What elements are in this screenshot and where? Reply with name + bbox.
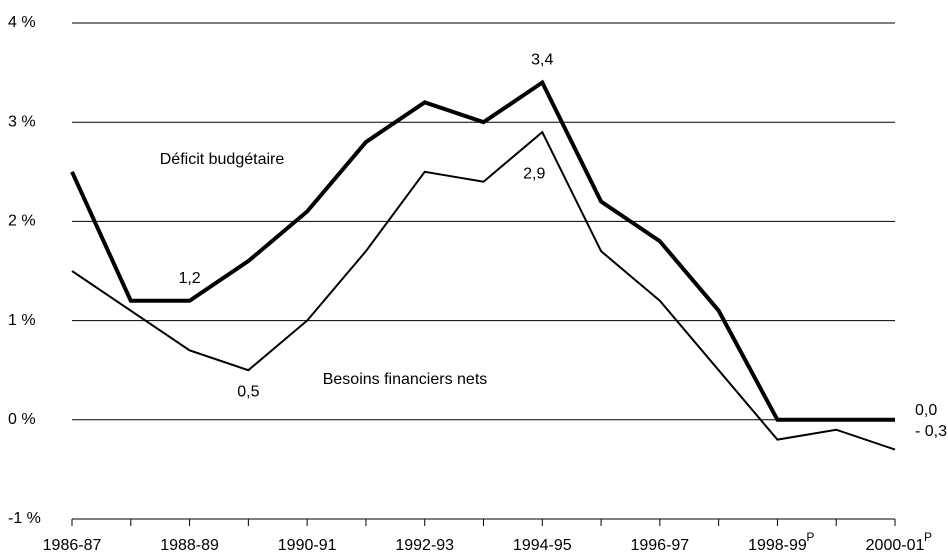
series-label: Déficit budgétaire xyxy=(160,151,285,168)
x-tick-label: 1994-95 xyxy=(513,537,572,554)
value-label: 3,4 xyxy=(531,52,553,69)
x-tick-mark: P xyxy=(924,530,932,544)
line xyxy=(71,130,896,451)
y-tick-label: -1 % xyxy=(8,510,41,527)
line xyxy=(70,79,895,422)
x-tick-label: 1992-93 xyxy=(395,537,454,554)
y-tick-label: 3 % xyxy=(8,113,36,130)
series-label: Besoins financiers nets xyxy=(323,371,488,388)
y-tick-label: 2 % xyxy=(8,213,36,230)
value-label: 0,0 xyxy=(915,402,937,419)
value-label: 2,9 xyxy=(523,165,545,182)
x-tick-label: 2000-01 xyxy=(866,537,925,554)
x-tick-label: 1990-91 xyxy=(278,537,337,554)
y-tick-label: 0 % xyxy=(8,411,36,428)
value-label: 1,2 xyxy=(178,270,200,287)
y-tick-label: 1 % xyxy=(8,312,36,329)
x-tick-label: 1996-97 xyxy=(630,537,689,554)
value-label: - 0,3 xyxy=(915,423,947,440)
value-label: 0,5 xyxy=(237,383,259,400)
x-tick-label: 1986-87 xyxy=(43,537,102,554)
x-tick-label: 1998-99 xyxy=(748,537,807,554)
x-tick-mark: P xyxy=(806,530,814,544)
x-tick-label: 1988-89 xyxy=(160,537,219,554)
y-tick-label: 4 % xyxy=(8,14,36,31)
